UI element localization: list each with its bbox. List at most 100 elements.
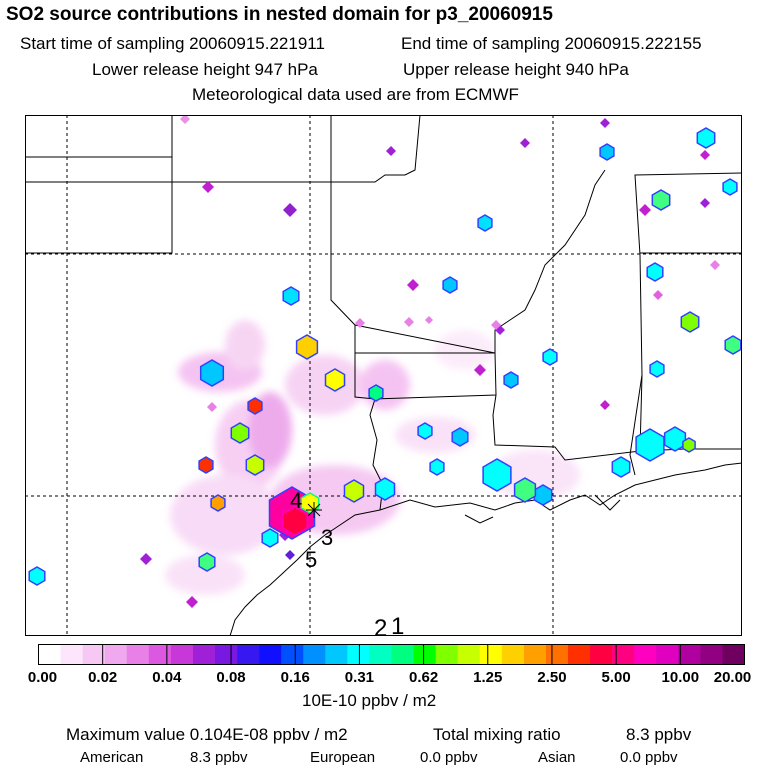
colorbar-cell <box>281 644 304 665</box>
plume-shading <box>165 320 580 595</box>
european-value: 0.0 ppbv <box>420 749 478 766</box>
emission-hotspot <box>682 437 696 453</box>
asian-label: Asian <box>538 749 576 766</box>
colorbar-cell <box>568 644 591 665</box>
emission-hotspot <box>429 458 445 476</box>
colorbar-cell <box>325 644 348 665</box>
met-data-label: Meteorological data used are from ECMWF <box>192 85 519 104</box>
emission-spot <box>425 316 433 324</box>
emission-hotspot <box>680 311 700 333</box>
colorbar-cell <box>104 644 128 665</box>
emission-hotspot <box>230 422 250 444</box>
emission-hotspot <box>724 335 742 355</box>
emission-hotspot <box>417 422 433 440</box>
emission-spot <box>186 596 198 608</box>
colorbar-label: 0.62 <box>408 669 439 686</box>
colorbar-cell <box>82 644 105 665</box>
emission-spot <box>180 115 190 124</box>
colorbar-label: 10.00 <box>661 669 700 686</box>
emission-hotspot <box>199 359 225 387</box>
emission-hotspot <box>451 427 469 447</box>
emission-spot <box>285 550 295 560</box>
colorbar-label: 0.00 <box>27 669 58 686</box>
emission-hotspot <box>368 384 384 402</box>
colorbar-cell <box>457 644 481 665</box>
marker-4: 4 <box>290 488 302 513</box>
emission-hotspot <box>663 426 687 452</box>
colorbar-label: 2.50 <box>537 669 567 686</box>
emission-hotspot <box>245 454 265 476</box>
receptor-star <box>306 502 322 518</box>
american-label: American <box>80 749 144 766</box>
colorbar-cell <box>634 644 657 665</box>
colorbar-cell <box>369 644 392 665</box>
colorbar-label: 0.16 <box>280 669 310 686</box>
emission-hotspot <box>482 458 512 492</box>
end-time-label: End time of sampling 20060915.222155 <box>401 34 702 53</box>
emission-spot <box>407 279 419 291</box>
emission-spot <box>600 400 610 410</box>
colorbar-cell <box>237 644 260 665</box>
emission-hotspot <box>374 477 396 501</box>
colorbar-cell <box>60 644 83 665</box>
emission-hotspot <box>649 360 665 378</box>
colorbar <box>38 644 745 665</box>
colorbar-cell <box>479 644 503 665</box>
hotspot-layer <box>28 115 742 608</box>
colorbar-label: 20.00 <box>713 669 752 686</box>
emission-spot <box>355 318 365 328</box>
colorbar-label: 0.31 <box>344 669 375 686</box>
lat-lon-grid <box>25 115 742 636</box>
emission-hotspot <box>282 286 300 306</box>
coastlines <box>25 115 742 636</box>
emission-hotspot <box>210 494 226 512</box>
total-mixing-label: Total mixing ratio <box>433 725 561 744</box>
emission-hotspot <box>542 348 558 366</box>
colorbar-cell <box>413 644 436 665</box>
emission-spot <box>140 553 152 565</box>
emission-hotspot <box>247 397 263 415</box>
marker-3: 3 <box>321 525 333 550</box>
colorbar-cell <box>148 644 172 665</box>
emission-spot <box>600 118 610 128</box>
emission-spot <box>653 290 663 300</box>
emission-hotspot <box>503 371 519 389</box>
colorbar-label: 0.08 <box>216 669 246 686</box>
emission-hotspot <box>477 214 493 232</box>
emission-hotspot <box>599 143 615 161</box>
colorbar-label: 0.04 <box>152 669 182 686</box>
emission-hotspot <box>651 189 671 211</box>
colorbar-cell <box>722 644 745 665</box>
emission-hotspot <box>198 456 214 474</box>
colorbar-cell <box>678 644 701 665</box>
emission-hotspot <box>28 566 46 586</box>
colorbar-cell <box>192 644 216 665</box>
colorbar-label: 5.00 <box>601 669 631 686</box>
map-frame <box>25 115 742 636</box>
emission-spot <box>520 138 530 148</box>
emission-hotspot <box>295 334 319 360</box>
emission-spot <box>474 364 486 376</box>
lower-release-label: Lower release height 947 hPa <box>92 60 318 79</box>
emission-hotspot <box>324 368 346 392</box>
emission-hotspot <box>513 477 537 503</box>
colorbar-units: 10E-10 ppbv / m2 <box>302 691 437 710</box>
emission-spot <box>283 203 297 217</box>
emission-spot <box>202 181 214 193</box>
emission-hotspot <box>282 506 308 536</box>
european-label: European <box>310 749 376 766</box>
emission-hotspot <box>343 479 365 503</box>
colorbar-cell <box>656 644 679 665</box>
map-panel: 4 3 5 2 1 <box>25 115 742 636</box>
colorbar-label: 1.25 <box>473 669 503 686</box>
emission-hotspot <box>442 276 458 294</box>
colorbar-label: 0.02 <box>88 669 118 686</box>
start-time-label: Start time of sampling 20060915.221911 <box>20 34 325 53</box>
max-value-label: Maximum value 0.104E-08 ppbv / m2 <box>66 725 348 744</box>
emission-spot <box>700 198 710 208</box>
emission-hotspot <box>611 456 631 478</box>
total-mixing-value: 8.3 ppbv <box>626 725 692 744</box>
colorbar-cell <box>303 644 326 665</box>
marker-1: 1 <box>391 613 404 636</box>
emission-hotspot <box>533 484 553 506</box>
